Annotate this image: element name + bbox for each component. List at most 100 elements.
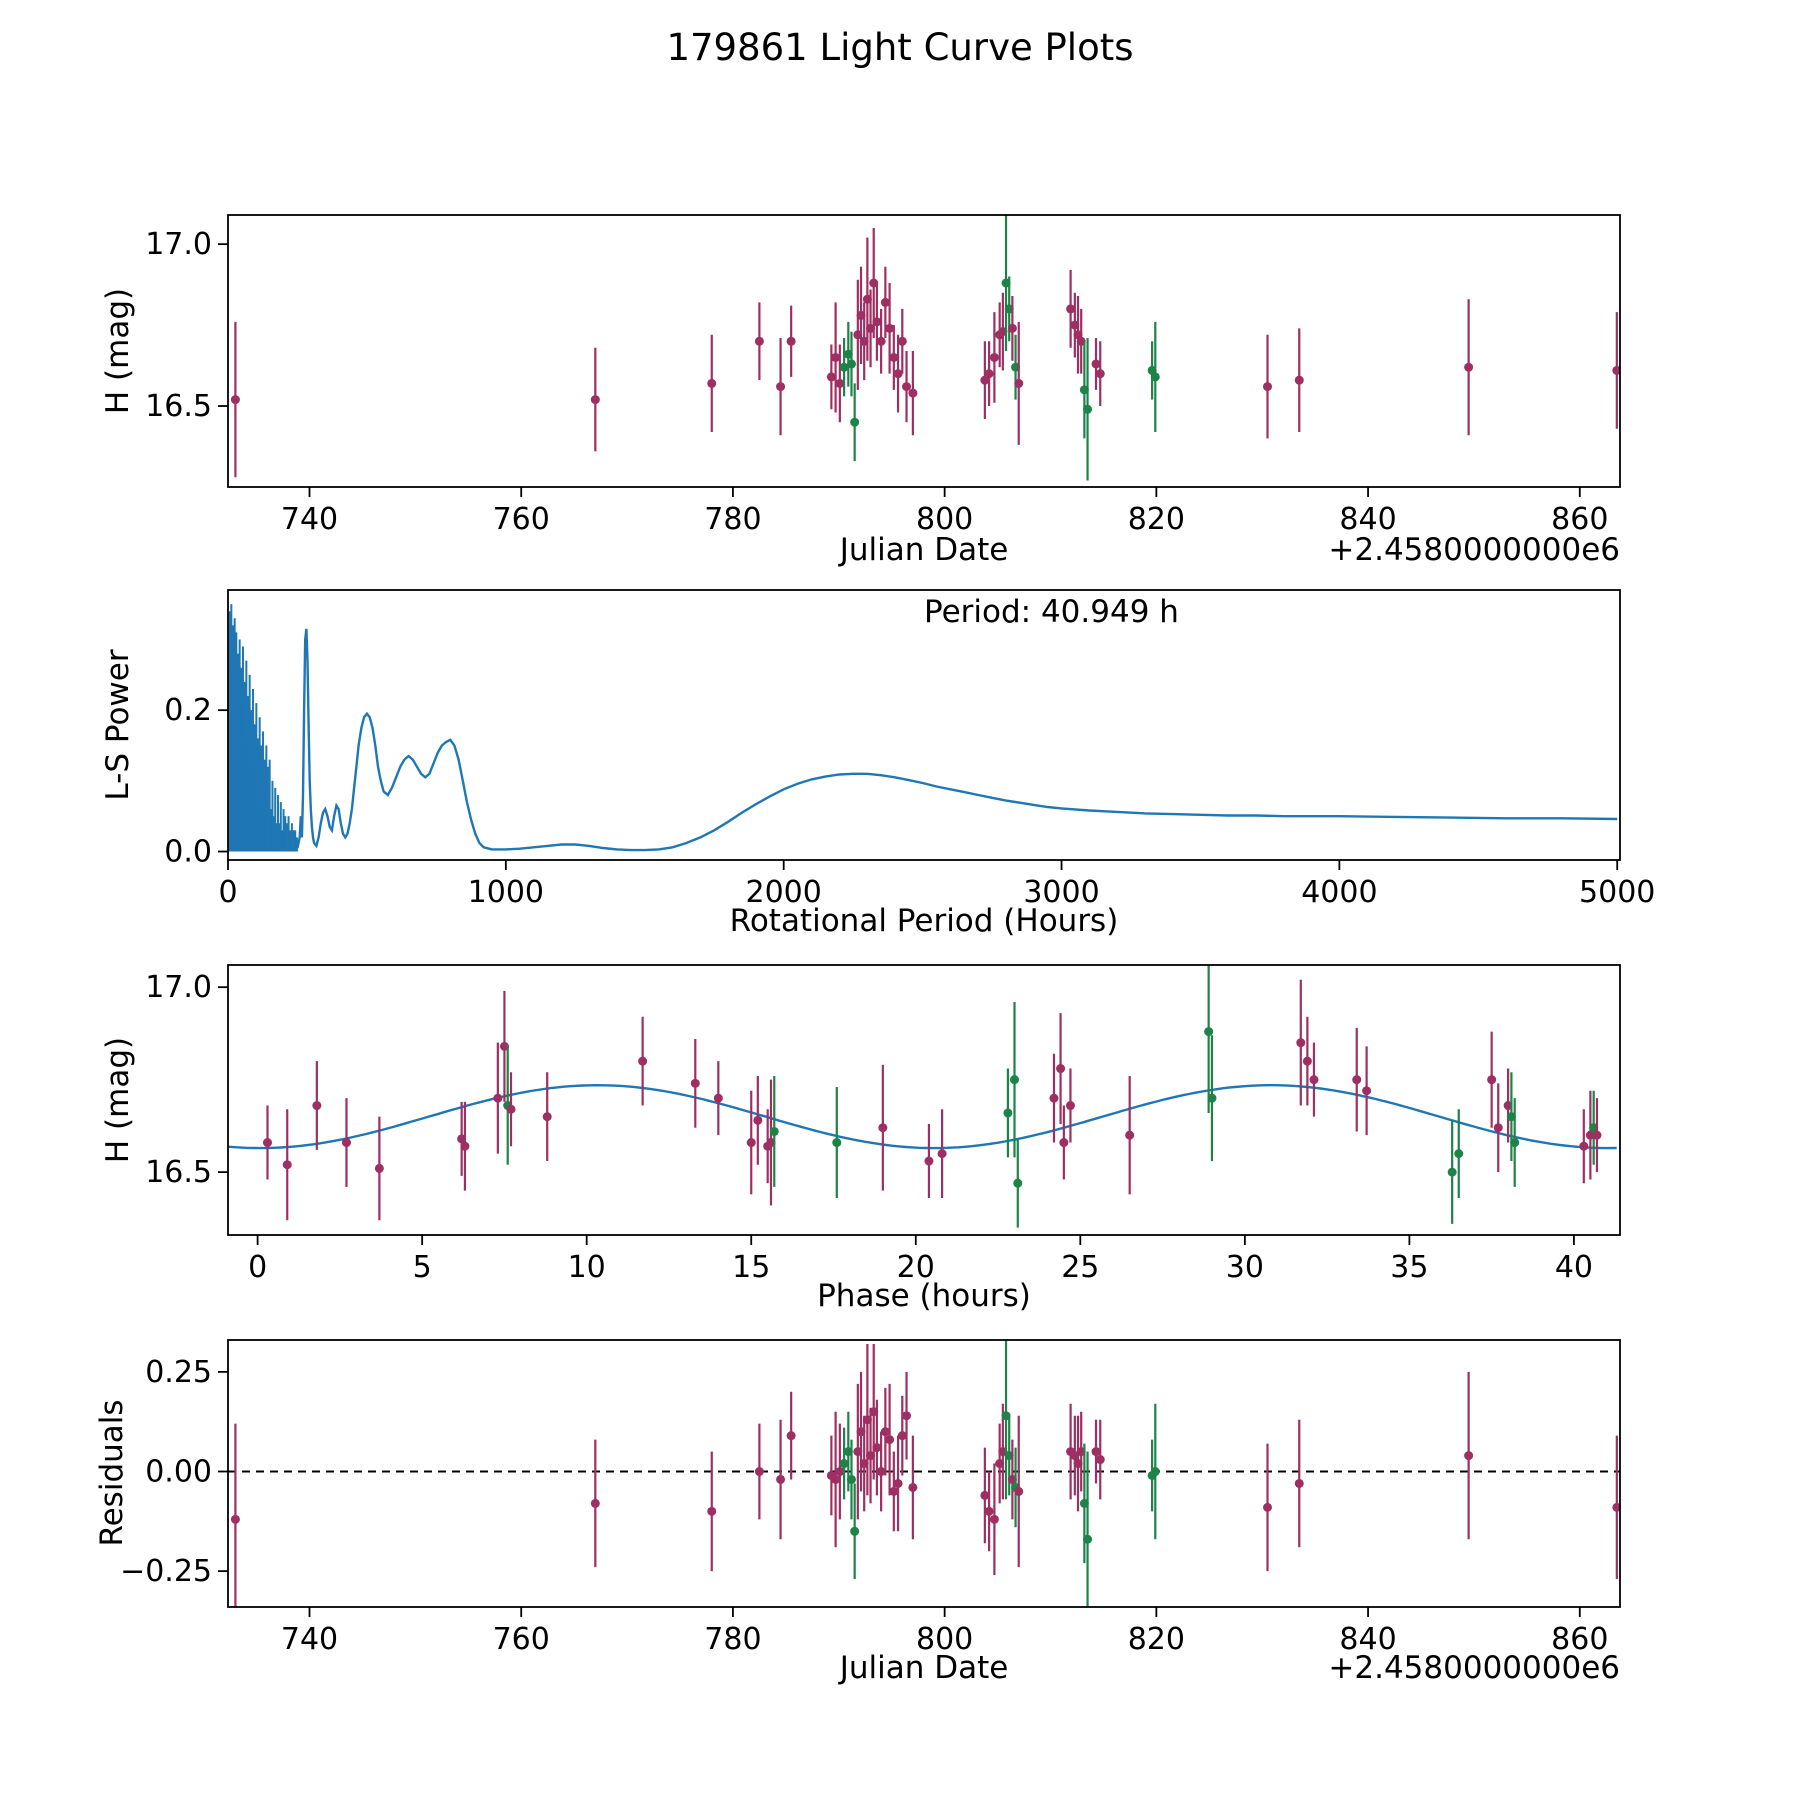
x-tick-label: 860 [1551,502,1608,537]
data-point [746,1138,756,1148]
y-tick-label: 0.2 [164,693,212,728]
data-point [1013,1178,1023,1188]
data-point [1612,365,1620,375]
data-point [1003,1108,1013,1118]
data-point [262,1138,272,1148]
residuals-xlabel: Julian Date [839,1650,1009,1686]
data-point [1294,375,1304,385]
data-point [893,369,903,379]
data-point [1510,1138,1520,1148]
data-point [776,382,786,392]
data-point [1150,372,1160,382]
data-point [984,369,994,379]
figure-title: 179861 Light Curve Plots [666,26,1134,69]
data-point [1612,1502,1620,1512]
data-point [1487,1075,1497,1085]
axes-spines [227,589,1621,861]
residuals-x-offset: +2.4580000000e6 [1328,1650,1620,1686]
data-point [846,359,856,369]
data-point [885,1435,895,1445]
periodogram-ylabel: L-S Power [100,649,136,801]
subplot-periodogram: 0 1000 2000 3000 4000 5000 0.0 0.2 [164,589,1655,910]
data-point [312,1101,322,1111]
data-point [1447,1167,1457,1177]
data-point [769,1126,779,1136]
data-point [1014,1486,1024,1496]
data-point [1263,1502,1273,1512]
axes-spines [227,1339,1621,1608]
data-point [872,317,882,327]
data-point [880,1427,890,1437]
plot-data [228,1340,1620,1607]
data-point [839,362,849,372]
jd-mag-xlabel: Julian Date [839,532,1009,568]
data-point [1095,1455,1105,1465]
data-point [1296,1038,1306,1048]
data-point [876,1467,886,1477]
data-point [908,388,918,398]
data-point [878,1123,888,1133]
data-point [542,1112,552,1122]
subplot-phase: 0 5 10 15 20 25 30 35 40 17.0 16.5 [145,964,1621,1285]
data-point [835,378,845,388]
plot-data [228,604,1618,852]
data-point [832,1138,842,1148]
x-tick-label: 5 [413,1250,432,1285]
data-point [989,1514,999,1524]
data-point [1066,304,1076,314]
data-point [1464,362,1474,372]
data-point [230,395,240,405]
data-point [885,323,895,333]
y-tick-label: 0.0 [164,835,212,870]
fit-curve [228,1083,1617,1150]
x-tick-label: 10 [568,1250,606,1285]
x-tick-label: 3000 [1023,875,1099,910]
y-tick-label: 16.5 [145,1155,212,1190]
data-point [1464,1451,1474,1461]
axes-spines [227,964,1621,1236]
y-tick-label: 0.00 [145,1455,212,1490]
data-point [1150,1467,1160,1477]
data-point [707,378,717,388]
x-tick-label: 0 [248,1250,267,1285]
data-point [831,352,841,362]
x-tick-label: 760 [493,1622,550,1657]
subplot-residuals: 740 760 780 800 820 840 860 0.25 0.00 −0.25 [120,1339,1621,1657]
data-point [1059,1138,1069,1148]
data-point [341,1138,351,1148]
data-point [1579,1141,1589,1151]
data-point [1007,323,1017,333]
x-tick-label: 0 [218,875,237,910]
data-point [493,1093,503,1103]
data-point [1493,1123,1503,1133]
y-tick-label: −0.25 [120,1554,212,1589]
x-tick-label: 840 [1339,502,1396,537]
data-point [1095,369,1105,379]
data-point [1065,1101,1075,1111]
data-point [786,336,796,346]
data-point [230,1514,240,1524]
periodogram-curve [296,628,1618,852]
data-point [1294,1478,1304,1488]
data-point [1592,1130,1602,1140]
data-point [1204,1027,1214,1037]
data-point [707,1506,717,1516]
data-point [638,1056,648,1066]
data-point [374,1163,384,1173]
plot-data [228,965,1617,1228]
data-point [924,1156,934,1166]
data-point [1352,1075,1362,1085]
x-tick-label: 2000 [746,875,822,910]
data-point [850,417,860,427]
subplot-jd_mag: 740 760 780 800 820 840 860 17.0 16.5 [145,214,1621,537]
data-point [897,1431,907,1441]
x-tick-label: 820 [1128,502,1185,537]
data-point [590,1498,600,1508]
jd-mag-x-offset: +2.4580000000e6 [1328,532,1620,568]
data-point [902,382,912,392]
x-tick-label: 740 [281,502,338,537]
x-tick-label: 30 [1226,1250,1264,1285]
x-tick-label: 820 [1128,1622,1185,1657]
